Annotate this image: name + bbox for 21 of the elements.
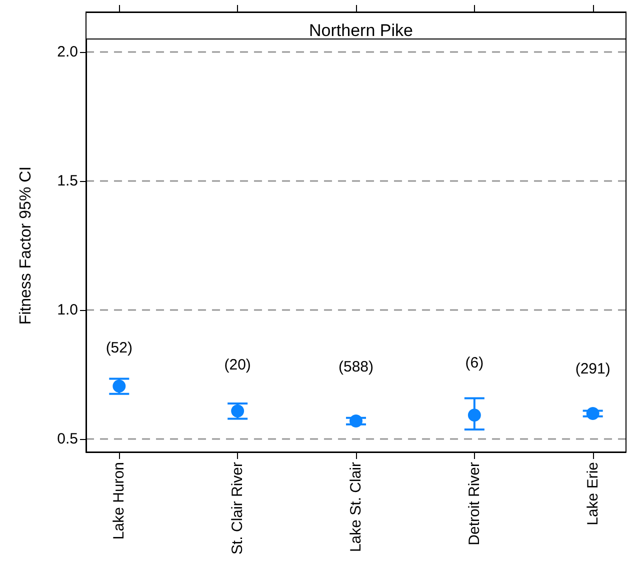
annotation: (52) bbox=[106, 340, 132, 356]
annotation: (588) bbox=[338, 358, 374, 376]
chart-title: Northern Pike bbox=[309, 21, 413, 40]
annotation: (6) bbox=[465, 354, 484, 372]
x-tick-label: St. Clair River bbox=[229, 462, 246, 555]
point bbox=[231, 404, 244, 418]
annotation: (20) bbox=[224, 356, 251, 374]
y-axis-title: Fitness Factor 95% CI bbox=[18, 166, 34, 325]
annotation: (291) bbox=[575, 360, 610, 378]
y-tick-label: 0.5 bbox=[57, 430, 78, 448]
y-tick-label: 1.0 bbox=[57, 302, 78, 319]
y-tick-label: 1.5 bbox=[57, 172, 78, 190]
point bbox=[468, 408, 481, 422]
y-tick-label: 2.0 bbox=[57, 43, 78, 60]
point bbox=[112, 380, 126, 393]
point bbox=[586, 407, 600, 420]
x-tick-label: Lake Erie bbox=[584, 462, 602, 526]
x-tick-label: Lake Huron bbox=[110, 462, 128, 540]
x-tick-label: Lake St. Clair bbox=[348, 462, 364, 552]
x-tick-label: Detroit River bbox=[466, 462, 483, 546]
point bbox=[350, 414, 362, 428]
